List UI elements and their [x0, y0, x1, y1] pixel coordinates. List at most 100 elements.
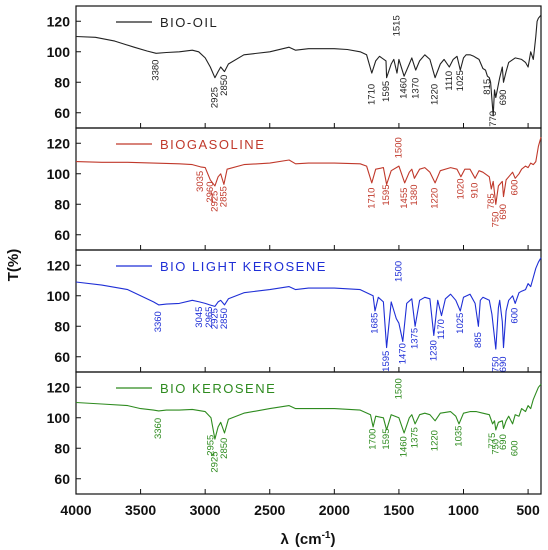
peak-label: 815 [482, 79, 493, 95]
y-tick-label: 100 [47, 410, 71, 426]
x-axis-label-unit-open: (cm [295, 531, 322, 548]
peak-label: 1375 [410, 328, 421, 349]
series-name: BIO KEROSENE [160, 381, 276, 396]
panel-frame [75, 371, 542, 495]
peak-label: 1230 [428, 340, 439, 361]
peak-label: 750 [490, 356, 501, 372]
x-axis-label-unit-close: ) [330, 531, 335, 548]
peak-label: 2925 [209, 87, 220, 108]
peak-label: 1460 [399, 78, 410, 99]
peak-label: 2955 [206, 435, 217, 456]
x-tick-label: 1000 [448, 502, 479, 518]
peak-label: 1460 [399, 436, 410, 457]
peak-label: 2925 [209, 451, 220, 472]
peak-label: 690 [498, 204, 509, 220]
peak-label: 1025 [455, 313, 466, 334]
x-axis-label-symbol: λ [281, 531, 290, 548]
y-tick-label: 100 [47, 166, 71, 182]
peak-label: 1595 [381, 81, 392, 102]
x-tick-label: 4000 [60, 502, 91, 518]
peak-label: 2855 [218, 186, 229, 207]
peak-label: 2850 [219, 75, 230, 96]
y-tick-label: 100 [47, 44, 71, 60]
peak-label: 1025 [455, 70, 466, 91]
panel-frame [75, 5, 542, 129]
peak-label: 2965 [204, 307, 215, 328]
peak-label: 1685 [370, 313, 381, 334]
peak-label: 1375 [410, 427, 421, 448]
peak-label: 1595 [381, 184, 392, 205]
y-tick-label: 120 [47, 379, 71, 395]
peak-label: 1170 [436, 319, 447, 339]
y-tick-label: 60 [54, 471, 70, 487]
peak-label: 1110 [444, 71, 455, 91]
peak-label: 1220 [430, 84, 441, 105]
peak-label: 3380 [151, 60, 162, 81]
peak-label: 1220 [430, 188, 441, 209]
peak-label: 1470 [397, 343, 408, 364]
y-tick-label: 120 [47, 13, 71, 29]
y-tick-label: 60 [54, 227, 70, 243]
y-tick-label: 80 [54, 440, 70, 456]
peak-label: 910 [470, 183, 481, 199]
peak-label: 3045 [194, 307, 205, 328]
series-name: BIO-OIL [160, 15, 218, 30]
peak-label: 775 [487, 433, 498, 449]
x-axis: 4000 3500 3000 2500 2000 1500 1000 500 [60, 502, 540, 518]
peak-label: 1455 [399, 188, 410, 209]
x-tick-label: 500 [516, 502, 540, 518]
peak-label: 1035 [453, 426, 464, 447]
x-tick-label: 1500 [383, 502, 414, 518]
peak-label: 2960 [205, 181, 216, 202]
peak-label: 785 [486, 193, 497, 209]
series-line [75, 14, 542, 117]
peak-label: 1595 [381, 428, 392, 449]
peak-label: 770 [488, 111, 499, 127]
x-axis-label-unit-exp: -1 [322, 530, 331, 541]
y-tick-label: 80 [54, 196, 70, 212]
peak-label: 1380 [409, 185, 420, 206]
peak-label: 1020 [455, 178, 466, 199]
peak-label: 2925 [209, 308, 220, 329]
x-tick-label: 2500 [254, 502, 285, 518]
peak-label: 750 [490, 439, 501, 455]
y-tick-label: 100 [47, 288, 71, 304]
panel-3: 60 80 100 120 BIO LIGHT KEROSENE 3360 3045 2965… [47, 249, 542, 373]
peak-label: 750 [490, 212, 501, 228]
y-axis-label: T(%) [5, 249, 22, 282]
peak-label: 690 [498, 434, 509, 450]
series-line [75, 257, 542, 350]
peak-label: 1700 [368, 429, 379, 450]
x-tick-label: 2000 [319, 502, 350, 518]
peak-label: 3035 [195, 171, 206, 192]
peak-label: 690 [498, 356, 509, 372]
peak-label: 3360 [153, 311, 164, 332]
y-tick-label: 60 [54, 105, 70, 121]
peak-label: 1515 [392, 15, 403, 36]
peak-label: 1710 [366, 84, 377, 105]
series-line [75, 136, 542, 205]
peak-label: 1370 [410, 78, 421, 99]
peak-label: 1500 [393, 378, 404, 399]
y-tick-label: 120 [47, 135, 71, 151]
peak-label: 2925 [209, 191, 220, 212]
x-tick-label: 3000 [190, 502, 221, 518]
y-tick-label: 80 [54, 318, 70, 334]
y-tick-label: 60 [54, 349, 70, 365]
y-tick-label: 120 [47, 257, 71, 273]
y-tick-label: 80 [54, 74, 70, 90]
series-name: BIOGASOLINE [160, 137, 265, 152]
peak-label: 1710 [366, 188, 377, 209]
peak-label: 1500 [393, 137, 404, 158]
peak-label: 690 [498, 90, 509, 106]
peak-label: 1500 [393, 261, 404, 282]
peak-label: 600 [510, 440, 521, 456]
peak-label: 1595 [381, 351, 392, 372]
series-line [75, 383, 542, 440]
peak-label: 1220 [430, 430, 441, 451]
